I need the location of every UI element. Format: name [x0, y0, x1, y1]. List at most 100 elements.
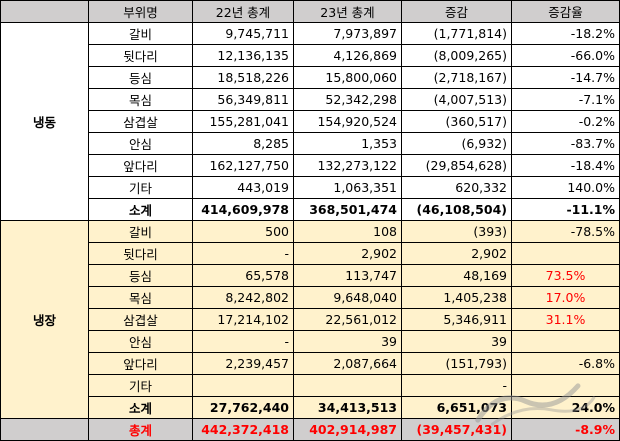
part-cell: 갈비: [88, 220, 193, 243]
table-row: 앞다리 162,127,750 132,273,122 (29,854,628)…: [1, 154, 620, 177]
part-cell: 갈비: [88, 22, 193, 45]
diff-cell: 39: [401, 330, 512, 353]
table-row: 등심 65,578 113,747 48,169 73.5%: [1, 264, 620, 287]
table-row: 기타 -: [1, 374, 620, 397]
rate-cell: -18.2%: [511, 22, 620, 45]
y23-cell: 368,501,474: [293, 198, 402, 221]
table-row: 등심 18,518,226 15,800,060 (2,718,167) -14…: [1, 66, 620, 89]
part-cell: 삼겹살: [88, 110, 193, 133]
y23-cell: 34,413,513: [293, 396, 402, 419]
y22-cell: -: [192, 330, 294, 353]
y22-cell: 500: [192, 220, 294, 243]
header-category: [0, 0, 89, 23]
y22-cell: 8,242,802: [192, 286, 294, 309]
rate-cell: -11.1%: [511, 198, 620, 221]
rate-cell: -66.0%: [511, 44, 620, 67]
group-label-chilled: 냉장: [0, 220, 89, 419]
rate-cell: -7.1%: [511, 88, 620, 111]
y22-cell: 27,762,440: [192, 396, 294, 419]
group-label-frozen: 냉동: [0, 22, 89, 221]
grand-total-category: [0, 418, 89, 441]
y23-cell: 2,902: [293, 242, 402, 265]
table-row: 뒷다리 12,136,135 4,126,869 (8,009,265) -66…: [1, 44, 620, 67]
y23-cell: 7,973,897: [293, 22, 402, 45]
grand-total-row: 총계 442,372,418 402,914,987 (39,457,431) …: [0, 418, 620, 441]
diff-cell: (6,932): [401, 132, 512, 155]
diff-cell: (393): [401, 220, 512, 243]
diff-cell: (46,108,504): [401, 198, 512, 221]
rate-cell: 24.0%: [511, 396, 620, 419]
y22-cell: 443,019: [192, 176, 294, 199]
rate-cell: -6.8%: [511, 352, 620, 375]
y23-cell: 2,087,664: [293, 352, 402, 375]
y22-cell: 442,372,418: [192, 418, 294, 441]
diff-cell: 620,332: [401, 176, 512, 199]
diff-cell: 2,902: [401, 242, 512, 265]
diff-cell: (360,517): [401, 110, 512, 133]
table-row: 안심 8,285 1,353 (6,932) -83.7%: [1, 132, 620, 155]
table-row: 앞다리 2,239,457 2,087,664 (151,793) -6.8%: [1, 352, 620, 375]
rate-cell: 31.1%: [511, 308, 620, 331]
rate-cell: 73.5%: [511, 264, 620, 287]
y23-cell: 39: [293, 330, 402, 353]
y22-cell: 18,518,226: [192, 66, 294, 89]
rate-cell: -83.7%: [511, 132, 620, 155]
diff-cell: (4,007,513): [401, 88, 512, 111]
rate-cell: [511, 330, 620, 353]
part-cell: 안심: [88, 330, 193, 353]
y22-cell: 2,239,457: [192, 352, 294, 375]
y22-cell: [192, 374, 294, 397]
rate-cell: [511, 374, 620, 397]
part-cell: 기타: [88, 176, 193, 199]
subtotal-row: 소계 414,609,978 368,501,474 (46,108,504) …: [1, 198, 620, 221]
y22-cell: 17,214,102: [192, 308, 294, 331]
part-cell: 목심: [88, 88, 193, 111]
y23-cell: [293, 374, 402, 397]
part-cell: 앞다리: [88, 352, 193, 375]
y23-cell: 9,648,040: [293, 286, 402, 309]
grand-total-label: 총계: [88, 418, 193, 441]
y23-cell: 108: [293, 220, 402, 243]
table-row: 삼겹살 155,281,041 154,920,524 (360,517) -0…: [1, 110, 620, 133]
header-row: 부위명 22년 총계 23년 총계 증감 증감율: [0, 0, 620, 23]
part-cell: 뒷다리: [88, 44, 193, 67]
part-cell: 기타: [88, 374, 193, 397]
rate-cell: 140.0%: [511, 176, 620, 199]
y23-cell: 52,342,298: [293, 88, 402, 111]
rate-cell: [511, 242, 620, 265]
rate-cell: 17.0%: [511, 286, 620, 309]
y23-cell: 132,273,122: [293, 154, 402, 177]
y23-cell: 15,800,060: [293, 66, 402, 89]
y23-cell: 402,914,987: [293, 418, 402, 441]
table-row: 목심 8,242,802 9,648,040 1,405,238 17.0%: [1, 286, 620, 309]
header-diff: 증감: [401, 0, 512, 23]
y23-cell: 4,126,869: [293, 44, 402, 67]
part-cell: 안심: [88, 132, 193, 155]
diff-cell: (2,718,167): [401, 66, 512, 89]
rate-cell: -78.5%: [511, 220, 620, 243]
rate-cell: -14.7%: [511, 66, 620, 89]
diff-cell: (29,854,628): [401, 154, 512, 177]
rate-cell: -0.2%: [511, 110, 620, 133]
header-rate: 증감율: [511, 0, 620, 23]
diff-cell: 5,346,911: [401, 308, 512, 331]
diff-cell: (1,771,814): [401, 22, 512, 45]
diff-cell: (151,793): [401, 352, 512, 375]
table-row: 목심 56,349,811 52,342,298 (4,007,513) -7.…: [1, 88, 620, 111]
y22-cell: -: [192, 242, 294, 265]
header-y22: 22년 총계: [192, 0, 294, 23]
table-row: 기타 443,019 1,063,351 620,332 140.0%: [1, 176, 620, 199]
table-row: 삼겹살 17,214,102 22,561,012 5,346,911 31.1…: [1, 308, 620, 331]
part-cell: 목심: [88, 286, 193, 309]
subtotal-label: 소계: [88, 198, 193, 221]
y23-cell: 1,063,351: [293, 176, 402, 199]
y23-cell: 1,353: [293, 132, 402, 155]
y22-cell: 65,578: [192, 264, 294, 287]
diff-cell: 1,405,238: [401, 286, 512, 309]
part-cell: 삼겹살: [88, 308, 193, 331]
part-cell: 등심: [88, 264, 193, 287]
subtotal-row: 소계 27,762,440 34,413,513 6,651,073 24.0%: [1, 396, 620, 419]
part-cell: 뒷다리: [88, 242, 193, 265]
table-row: 냉장 갈비 500 108 (393) -78.5%: [0, 220, 620, 419]
